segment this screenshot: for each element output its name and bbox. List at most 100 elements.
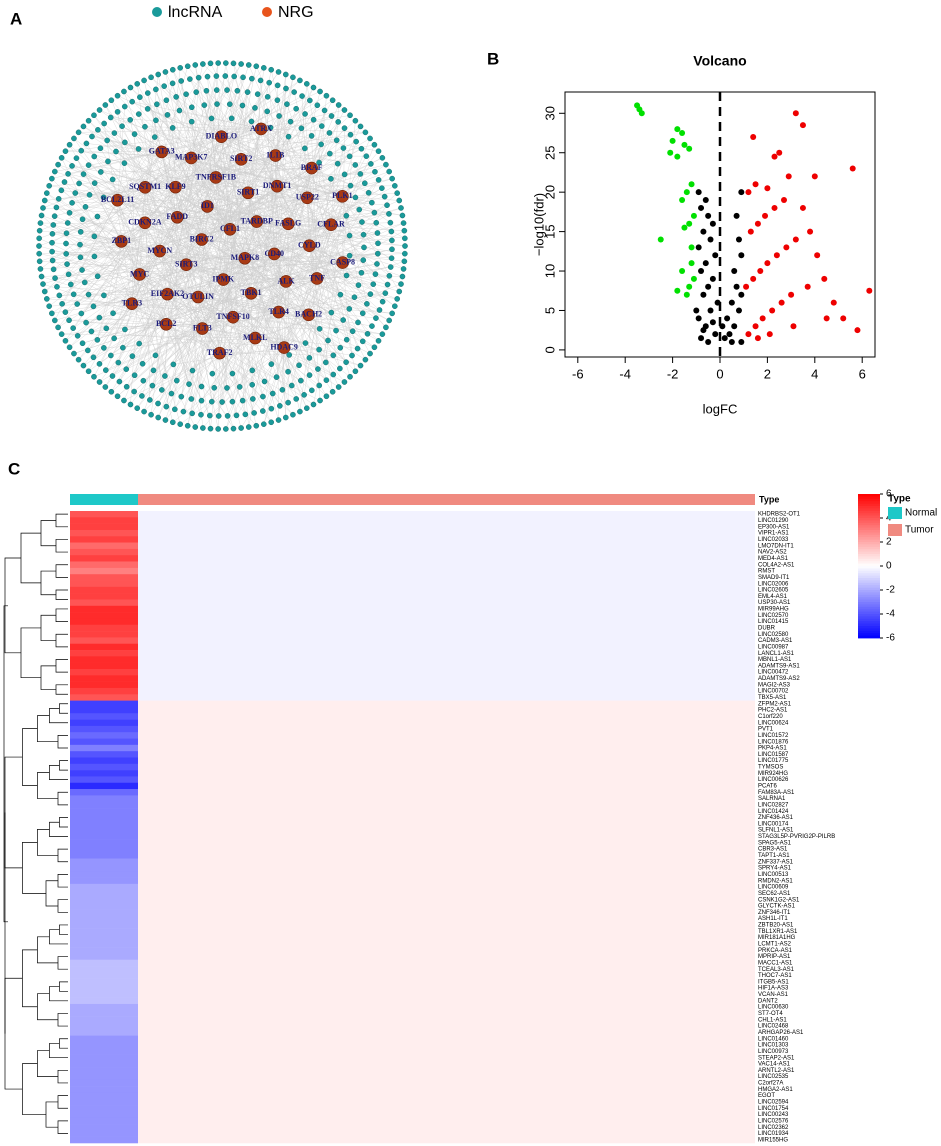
lncrna-node: [96, 361, 103, 367]
dendrogram-branch: [40, 665, 56, 690]
lncrna-node: [100, 194, 107, 201]
dendrogram-branch: [59, 981, 68, 992]
nrg-node: [270, 179, 284, 193]
lncrna-node: [36, 250, 42, 257]
edge: [161, 151, 211, 429]
lncrna-node: [44, 190, 50, 196]
row-label: LINC01303: [758, 1043, 789, 1049]
lncrna-node: [293, 396, 300, 402]
edge: [197, 92, 248, 298]
point: [750, 275, 757, 282]
row-label: TCEAL3-AS1: [758, 967, 795, 973]
edge: [97, 216, 133, 304]
cell: [70, 845, 138, 853]
colorbar-step: [858, 618, 880, 622]
lncrna-node: [102, 384, 109, 390]
cell: [138, 612, 755, 619]
row-label: LINC01572: [758, 733, 789, 739]
cell: [138, 883, 755, 891]
row-label: EP300-AS1: [758, 524, 790, 530]
edge: [186, 222, 377, 265]
edge: [288, 144, 322, 224]
point: [688, 260, 695, 267]
cell: [70, 820, 138, 828]
lncrna-node: [341, 125, 348, 131]
cell: [138, 1092, 755, 1100]
cell: [70, 940, 138, 948]
legend-dot: [152, 7, 162, 17]
lncrna-node: [309, 387, 315, 394]
point: [792, 110, 799, 117]
edge: [93, 217, 178, 377]
lncrna-node: [269, 390, 276, 397]
lncrna-node: [367, 350, 373, 357]
lncrna-node: [101, 292, 107, 299]
lncrna-node: [275, 417, 282, 423]
edge: [247, 192, 341, 369]
cell: [70, 593, 138, 600]
edge: [61, 157, 133, 304]
cell: [138, 555, 755, 562]
lncrna-node: [141, 77, 147, 84]
colorbar-label: 0: [886, 561, 892, 572]
edge: [177, 75, 226, 218]
edge: [342, 196, 359, 286]
edge: [126, 278, 318, 370]
point: [709, 319, 716, 326]
nrg-node: [184, 151, 198, 165]
edge: [309, 245, 368, 334]
edge: [72, 128, 262, 203]
lncrna-node: [213, 87, 220, 93]
lncrna-node: [70, 325, 76, 331]
lncrna-node: [154, 101, 160, 108]
lncrna-node: [372, 168, 378, 175]
point: [712, 252, 719, 259]
lncrna-node: [337, 365, 343, 372]
lncrna-node: [363, 153, 370, 159]
nrg-label: MAPK8: [231, 253, 259, 262]
cell: [70, 1048, 138, 1055]
row-label: DANT2: [758, 998, 778, 1004]
edge: [305, 262, 343, 344]
edge: [250, 128, 302, 294]
row-label: PRKCA-AS1: [758, 948, 793, 954]
cell: [138, 580, 755, 588]
edge: [221, 136, 385, 197]
edge: [161, 157, 192, 390]
lncrna-node: [88, 328, 95, 335]
cell: [138, 529, 755, 537]
row-label: NAV2-AS2: [758, 550, 787, 556]
row-label: LINC01587: [758, 752, 789, 758]
nrg-label: TRAF2: [207, 348, 233, 357]
lncrna-node: [95, 127, 101, 133]
point: [752, 181, 759, 188]
edge: [175, 173, 361, 188]
cell: [70, 650, 138, 657]
y-tick-label: 5: [542, 307, 557, 314]
cell: [70, 669, 138, 676]
row-label: CADM3-AS1: [758, 638, 793, 644]
edge: [107, 140, 343, 197]
dendrogram-branch: [22, 728, 38, 786]
colorbar-step: [858, 628, 880, 632]
lncrna-node: [96, 107, 103, 113]
point: [695, 315, 702, 322]
colorbar-step: [858, 546, 880, 550]
edge: [131, 77, 244, 304]
cell: [138, 934, 755, 942]
point: [686, 145, 693, 152]
colorbar-step: [858, 525, 880, 528]
lncrna-node: [109, 373, 116, 379]
lncrna-node: [176, 107, 183, 114]
lncrna-node: [192, 62, 199, 68]
lncrna-node: [253, 63, 260, 70]
nrg-node: [217, 273, 230, 286]
cell: [138, 959, 755, 967]
cell: [138, 713, 755, 720]
lncrna-node: [370, 281, 377, 287]
edge: [267, 111, 343, 197]
row-label: ITGB5-AS1: [758, 979, 789, 985]
dendrogram-branch: [57, 874, 68, 888]
x-tick-label: -4: [619, 366, 631, 381]
lncrna-node: [394, 190, 400, 196]
